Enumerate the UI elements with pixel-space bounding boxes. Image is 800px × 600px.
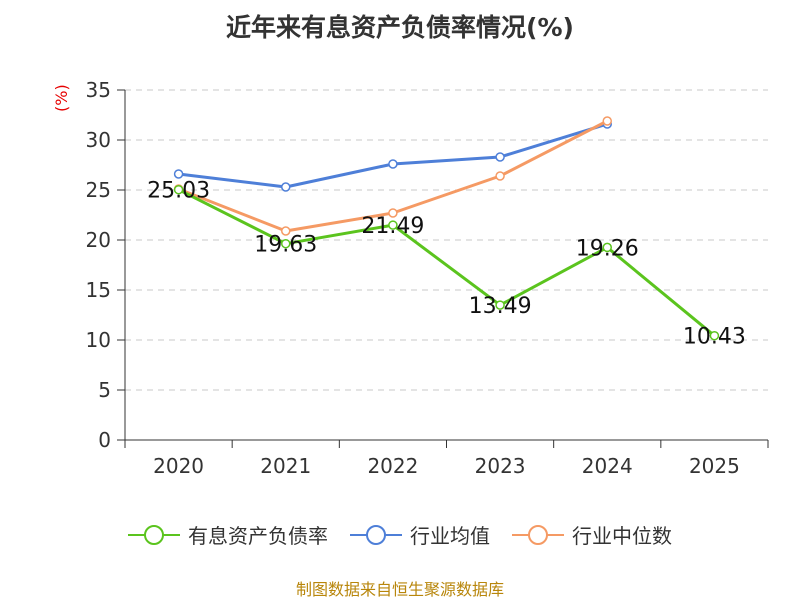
data-source-note: 制图数据来自恒生聚源数据库 — [295, 580, 504, 599]
data-point-series-0 — [709, 330, 720, 341]
legend-label-industry-mean: 行业均值 — [410, 524, 490, 548]
y-tick-label: 5 — [98, 378, 111, 402]
y-tick-label: 20 — [86, 228, 111, 252]
data-point-series-1 — [173, 169, 184, 179]
chart-title: 近年来有息资产负债率情况(%) — [226, 13, 574, 42]
data-point-series-0 — [173, 184, 184, 195]
y-tick-label: 15 — [86, 278, 111, 302]
data-point-series-2 — [602, 116, 612, 126]
data-label: 25.03 — [147, 179, 210, 204]
legend-item-industry-median[interactable]: 行业中位数 — [512, 520, 672, 549]
y-tick-label: 0 — [98, 428, 111, 452]
legend-marker-debt-ratio — [128, 524, 180, 545]
legend-marker-industry-mean — [350, 524, 402, 545]
x-tick-label: 2021 — [260, 454, 311, 478]
data-point-series-2 — [388, 208, 398, 218]
data-point-series-1 — [495, 152, 505, 162]
data-label: 21.49 — [361, 214, 424, 239]
legend-item-debt-ratio[interactable]: 有息资产负债率 — [128, 520, 328, 549]
data-point-series-1 — [388, 159, 398, 169]
x-tick-label: 2023 — [475, 454, 526, 478]
legend-label-debt-ratio: 有息资产负债率 — [188, 524, 328, 548]
data-point-series-0 — [602, 242, 612, 253]
data-point-series-0 — [495, 300, 505, 310]
legend-label-industry-median: 行业中位数 — [572, 524, 672, 548]
data-label: 19.63 — [254, 233, 317, 258]
data-label: 10.43 — [683, 325, 746, 350]
y-tick-label: 25 — [86, 178, 111, 202]
series-line-0 — [177, 188, 716, 337]
y-tick-label: 10 — [86, 328, 111, 352]
data-point-series-1 — [281, 182, 291, 192]
chart-legend: 有息资产负债率 行业均值 行业中位数 — [0, 520, 800, 549]
y-tick-label: 30 — [86, 128, 111, 152]
y-tick-label: 35 — [86, 78, 111, 102]
x-tick-label: 2024 — [582, 454, 633, 478]
data-point-series-2 — [495, 171, 505, 181]
data-point-series-0 — [281, 238, 291, 249]
data-point-series-0 — [388, 220, 398, 230]
data-point-series-2 — [281, 226, 291, 236]
data-label: 13.49 — [469, 294, 532, 319]
data-label: 19.26 — [576, 236, 639, 261]
legend-marker-industry-median — [512, 524, 564, 545]
x-tick-label: 2025 — [689, 454, 740, 478]
x-tick-label: 2020 — [153, 454, 204, 478]
legend-item-industry-mean[interactable]: 行业均值 — [350, 520, 490, 549]
x-tick-label: 2022 — [367, 454, 418, 478]
